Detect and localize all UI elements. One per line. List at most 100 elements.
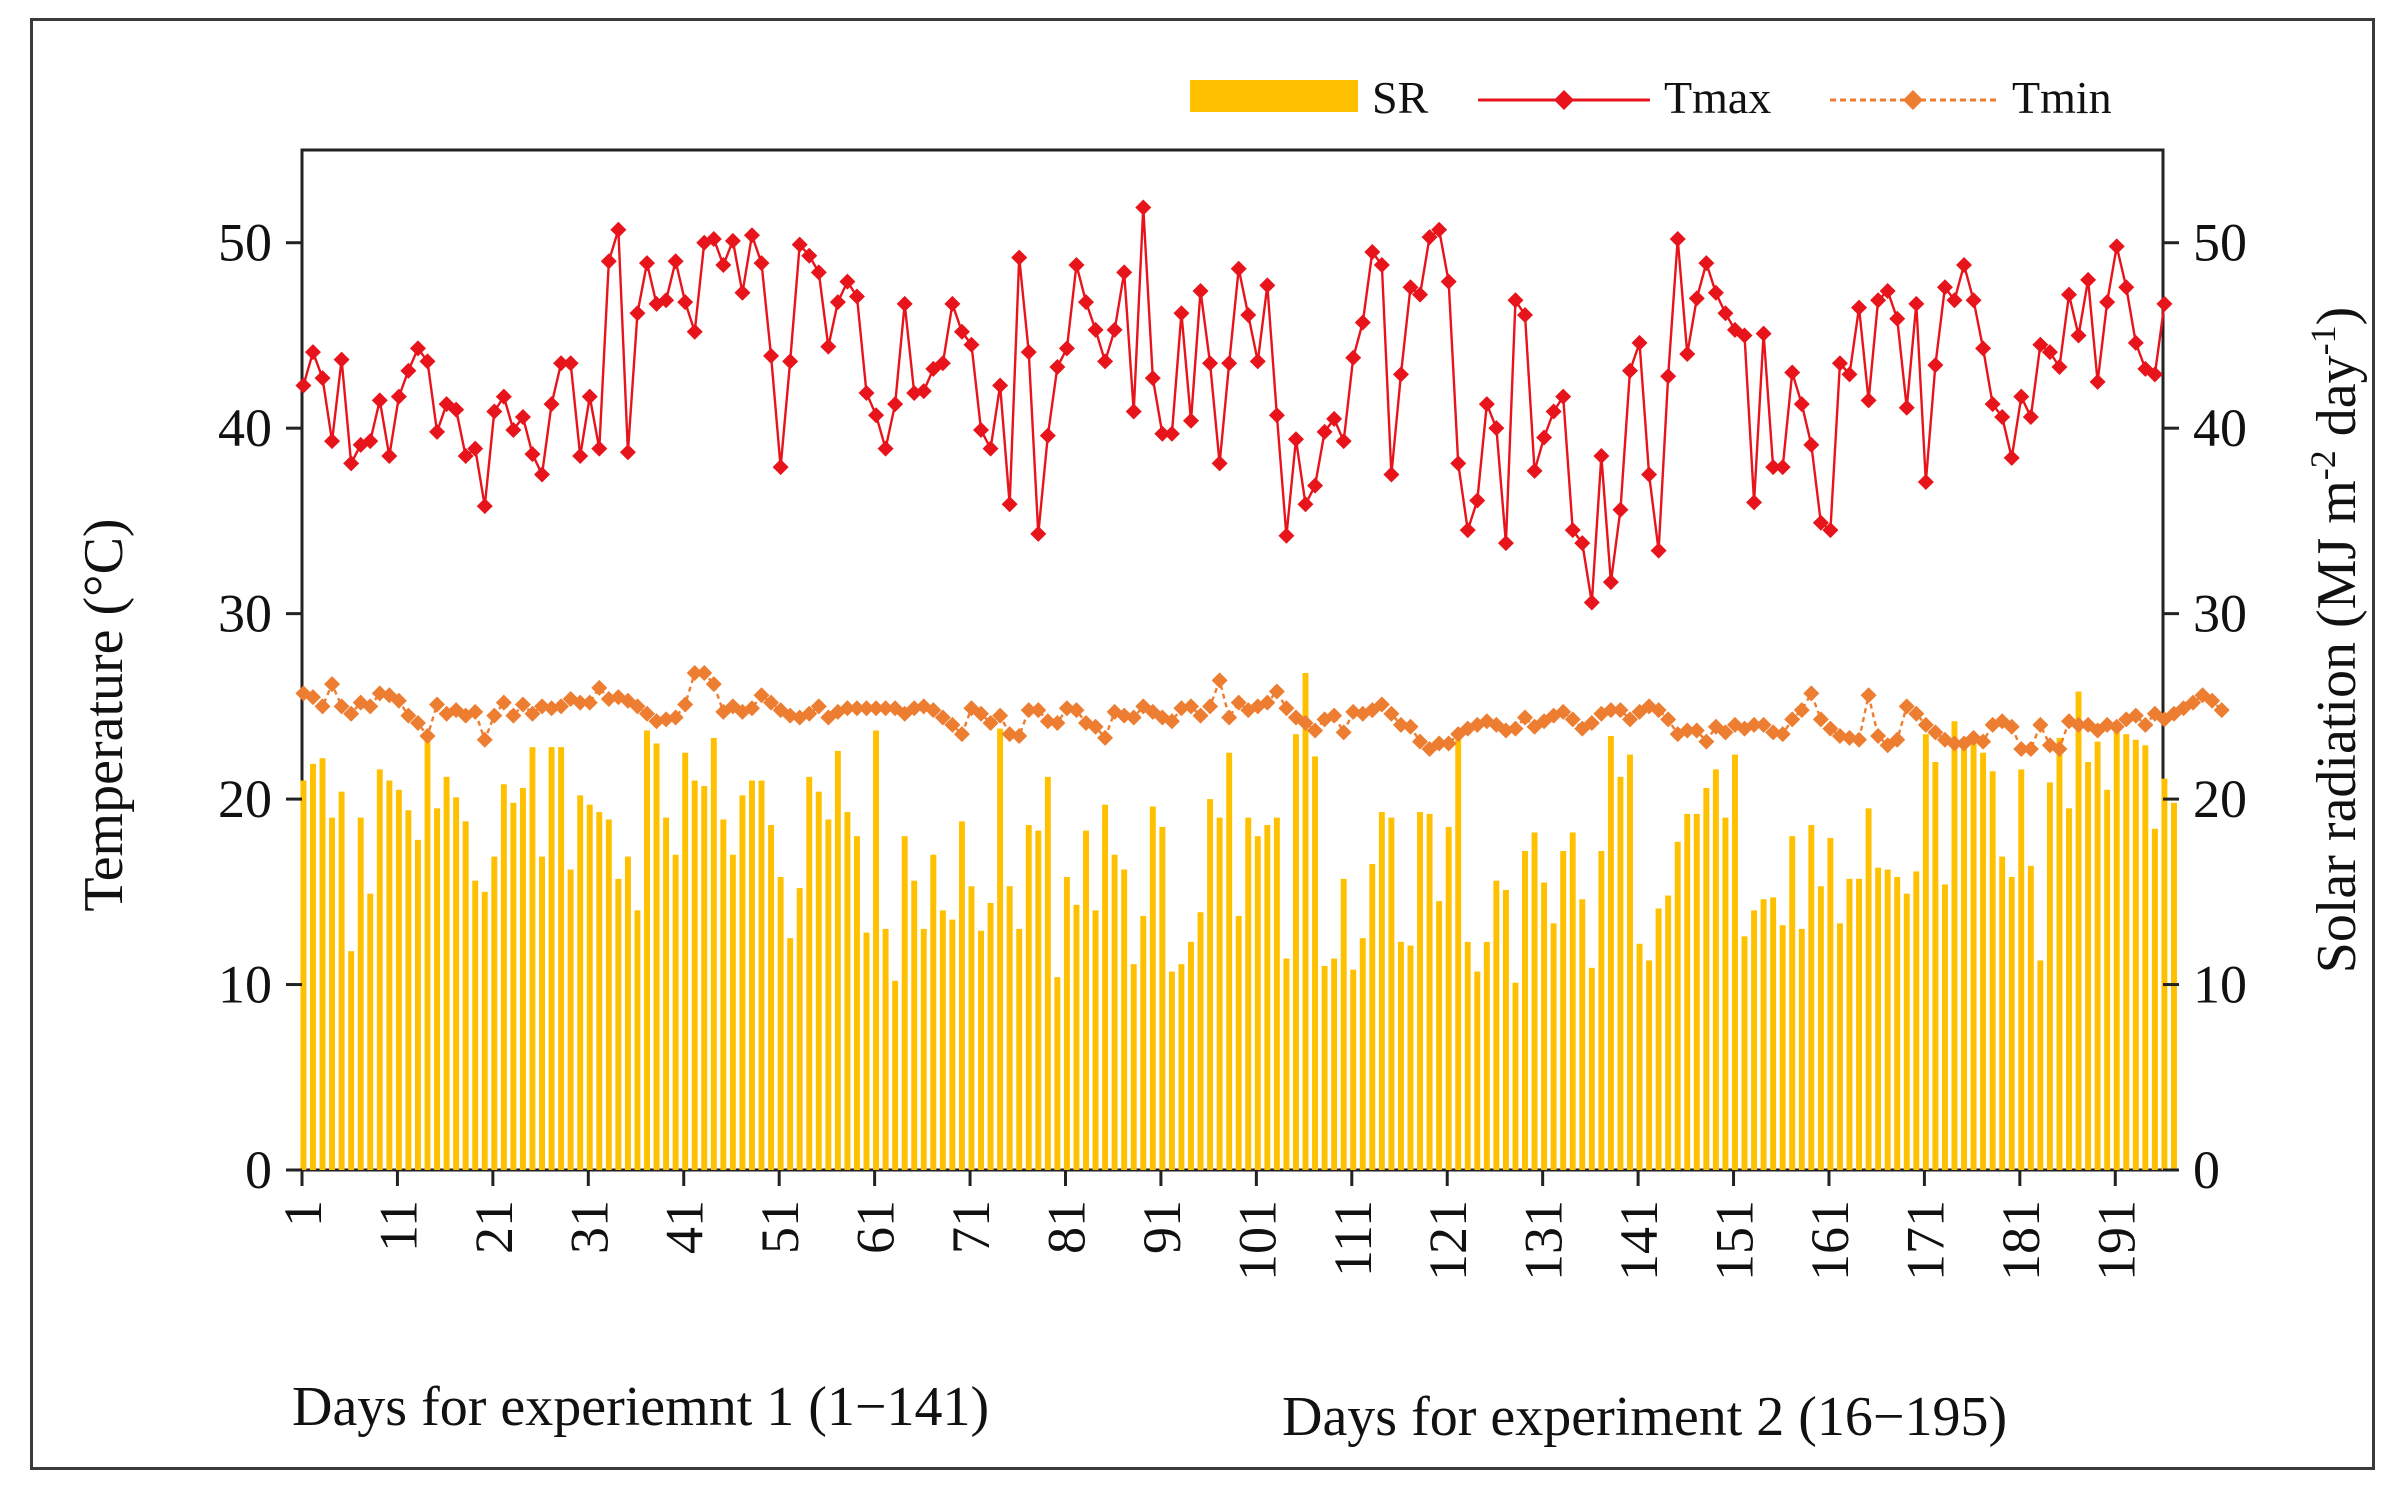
sr-bar: [1197, 912, 1204, 1170]
tmax-point: [1383, 466, 1400, 483]
tmax-point: [1898, 399, 1915, 416]
tmax-point: [934, 355, 951, 372]
sr-bar: [548, 747, 555, 1170]
tmin-point: [505, 707, 522, 724]
tmax-point: [1545, 403, 1562, 420]
tmax-point: [734, 284, 751, 301]
sr-bar: [1455, 736, 1462, 1170]
sr-bar: [1264, 825, 1271, 1170]
tmax-point: [1994, 409, 2011, 426]
sr-bar: [624, 856, 631, 1170]
sr-bar: [1836, 923, 1843, 1170]
tmin-point: [2213, 702, 2230, 719]
tmax-point: [1011, 249, 1028, 266]
tmax-point: [1536, 429, 1553, 446]
sr-bar: [987, 902, 994, 1170]
sr-bar: [854, 836, 860, 1170]
tmax-point: [1755, 325, 1772, 342]
tmax-point: [1020, 344, 1037, 361]
sr-bar: [1340, 878, 1347, 1170]
sr-bar: [1121, 869, 1128, 1170]
tmin-point: [1297, 715, 1314, 732]
tmin-point: [1182, 698, 1199, 715]
sr-bar: [1293, 734, 1299, 1170]
tmin-point: [1412, 733, 1429, 750]
sr-bar: [1426, 813, 1433, 1170]
sr-bar: [1254, 836, 1261, 1170]
tmin-point: [1087, 718, 1104, 735]
tmin-point: [1889, 731, 1906, 748]
tmax-point: [1641, 466, 1658, 483]
tmin-point: [639, 705, 656, 722]
sr-bar: [615, 878, 622, 1170]
sr-bar: [1302, 672, 1309, 1170]
tmax-point: [2032, 336, 2049, 353]
sr-bar: [1226, 752, 1233, 1170]
tmin-point: [514, 696, 531, 713]
sr-bar: [500, 784, 507, 1170]
tmax-point: [1936, 279, 1953, 296]
tmax-point: [1039, 427, 1056, 444]
tmax-point: [1163, 425, 1180, 442]
sr-bar: [1378, 812, 1385, 1170]
sr-bar: [1331, 958, 1338, 1170]
tmin-point: [1717, 724, 1734, 741]
sr-bar: [1283, 958, 1290, 1170]
sr-bar: [1817, 886, 1824, 1170]
legend-tmax-marker: [1554, 90, 1574, 110]
sr-bars: [300, 672, 2177, 1170]
tmax-point: [2089, 373, 2106, 390]
tmin-point: [1517, 709, 1534, 726]
y-right-tick-label: 40: [2193, 398, 2247, 458]
tmin-point: [2051, 741, 2068, 758]
tmin-point: [1612, 702, 1629, 719]
sr-bar: [1130, 964, 1137, 1170]
sr-bar: [338, 791, 345, 1170]
sr-bar: [319, 758, 326, 1170]
tmax-point: [2022, 409, 2039, 426]
sr-bar: [901, 836, 908, 1170]
tmin-point: [1975, 733, 1992, 750]
sr-bar: [1999, 856, 2006, 1170]
sr-bar: [825, 819, 832, 1170]
tmin-point: [324, 676, 341, 693]
tmin-point: [1784, 711, 1801, 728]
sr-bar: [682, 752, 689, 1170]
sr-bar: [300, 780, 307, 1170]
tmax-point: [887, 396, 904, 413]
tmax-point: [1774, 459, 1791, 476]
sr-bar: [1388, 817, 1395, 1170]
tmax-point: [1879, 282, 1896, 299]
legend-tmin-marker: [1903, 90, 1923, 110]
tmax-point: [820, 338, 837, 355]
tmin-point: [953, 726, 970, 743]
tmax-point: [1803, 436, 1820, 453]
sr-bar: [443, 776, 450, 1170]
tmin-point: [1431, 735, 1448, 752]
tmax-point: [1087, 321, 1104, 338]
sr-bar: [1846, 878, 1853, 1170]
tmax-point: [1469, 492, 1486, 509]
sr-bar: [834, 750, 841, 1170]
tmax-point: [610, 221, 627, 238]
tmin-point: [677, 696, 694, 713]
tmin-point: [1163, 713, 1180, 730]
y-right-title-part-2: day: [2306, 355, 2368, 450]
tmin-point: [1097, 729, 1114, 746]
sr-bar: [882, 928, 889, 1170]
tmax-point: [1707, 284, 1724, 301]
tmin-point: [1822, 720, 1839, 737]
sr-bar: [1044, 776, 1051, 1170]
tmax-point: [1173, 305, 1190, 322]
tmax-point: [400, 362, 417, 379]
tmin-point: [848, 700, 865, 717]
sr-bar: [1159, 826, 1166, 1170]
tmax-point: [2099, 294, 2116, 311]
chart-frame: [30, 18, 2375, 1470]
sr-bar: [1350, 969, 1357, 1170]
tmax-point: [1106, 321, 1123, 338]
tmax-point: [495, 388, 512, 405]
tmax-point: [1345, 349, 1362, 366]
sr-bar: [1483, 941, 1490, 1170]
tmax-point: [371, 392, 388, 409]
